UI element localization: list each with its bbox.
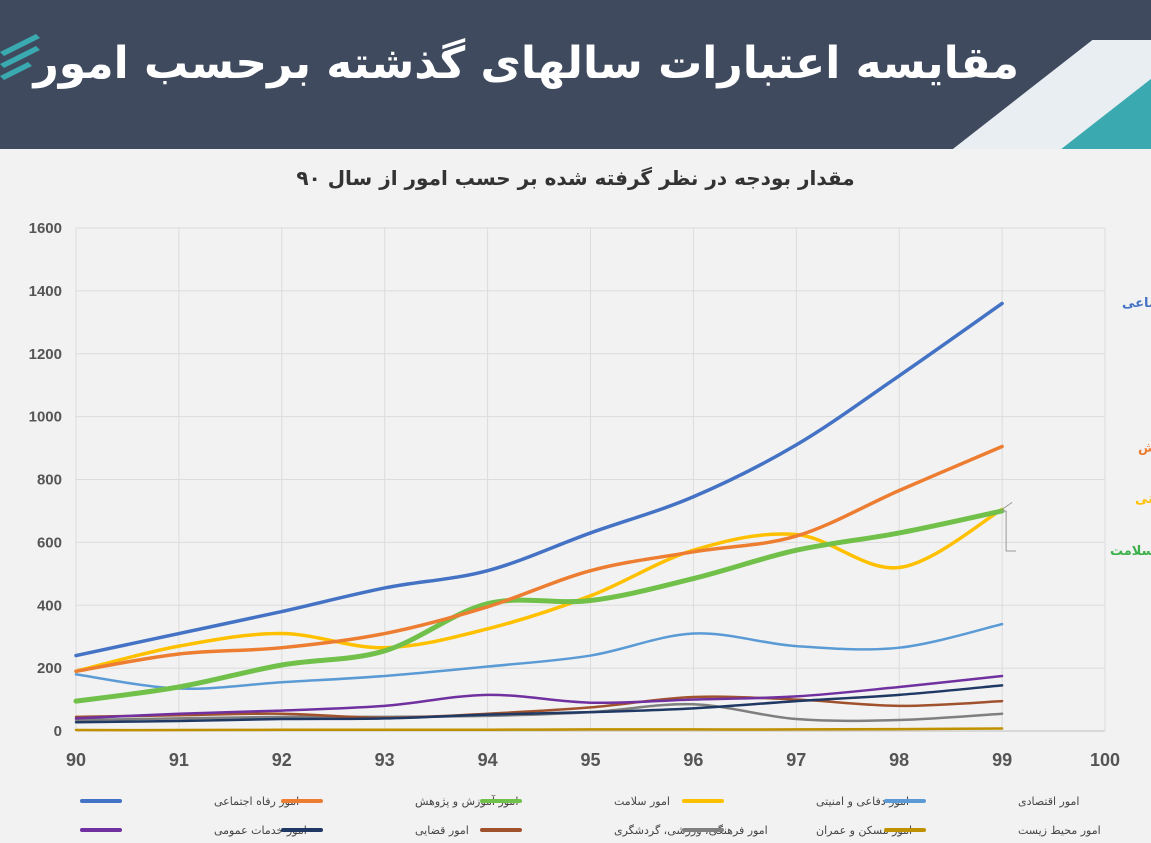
y-tick-label: 1000 [29,409,62,426]
x-tick-label: 94 [478,750,498,770]
chart-title: مقدار بودجه در نظر گرفته شده بر حسب امور… [296,166,855,190]
x-tick-label: 95 [580,750,600,770]
series-line [73,508,1005,704]
legend-label: امور رفاه اجتماعی [214,795,299,808]
page-title: مقایسه اعتبارات سالهای گذشته برحسب امور [33,38,1019,89]
series-line [74,674,1004,720]
chart-background [0,149,1151,843]
y-tick-label: 800 [37,472,62,489]
x-tick-label: 90 [66,750,86,770]
x-tick-label: 98 [889,750,909,770]
x-tick-label: 91 [169,750,189,770]
series-lines [73,301,1005,732]
legend-label: امور سلامت [614,795,670,808]
x-tick-label: 93 [375,750,395,770]
y-tick-label: 0 [54,723,62,740]
y-tick-label: 200 [37,660,62,677]
series-line [74,622,1004,691]
label-leader-line [1001,501,1013,510]
y-tick-label: 1200 [29,346,62,363]
series-end-labels: امور رفاه اجتماعی امور آموزش و پژوهش امور … [1001,296,1151,559]
series-line [74,695,1004,720]
x-tick-label: 92 [272,750,292,770]
y-tick-label: 1600 [29,220,62,237]
x-tick-label: 96 [683,750,703,770]
legend-label: امور اقتصادی [1018,795,1079,808]
legend-label: امور محیط زیست [1018,824,1101,837]
x-tick-label: 99 [992,750,1012,770]
series-end-label: امور دفاعی و امنیتی [1135,492,1151,507]
x-tick-label: 100 [1090,750,1120,770]
y-tick-label: 600 [37,534,62,551]
legend-label: امور قضایی [415,824,469,837]
y-tick-label: 1400 [29,283,62,300]
series-end-label: امور سلامت [1110,544,1151,559]
header-banner: مقایسه اعتبارات سالهای گذشته برحسب امور [0,0,1151,149]
series-end-label: امور رفاه اجتماعی [1122,296,1151,311]
y-tick-label: 400 [37,597,62,614]
y-axis-ticks: 0 200 400 600 800 1000 1200 1400 1600 [29,220,62,740]
series-line [74,507,1004,674]
legend-label: امور دفاعی و امنیتی [816,795,909,808]
series-line [74,727,1004,732]
legend: امور رفاه اجتماعی امور آموزش و پژوهش امور … [80,794,1101,837]
brand-logo-icon [0,34,40,80]
legend-label: امور آموزش و پژوهش [415,794,518,808]
label-leader-line [1002,510,1017,552]
legend-label: امور خدمات عمومی [214,824,307,837]
series-line [74,684,1004,724]
legend-label: امور مسکن و عمران [816,824,912,837]
series-line [74,301,1004,658]
x-tick-label: 97 [786,750,806,770]
series-line [74,444,1004,674]
x-axis-ticks: 90 91 92 93 94 95 96 97 98 99 100 [66,750,1120,770]
series-end-label: امور آموزش و پژوهش [1138,439,1151,456]
